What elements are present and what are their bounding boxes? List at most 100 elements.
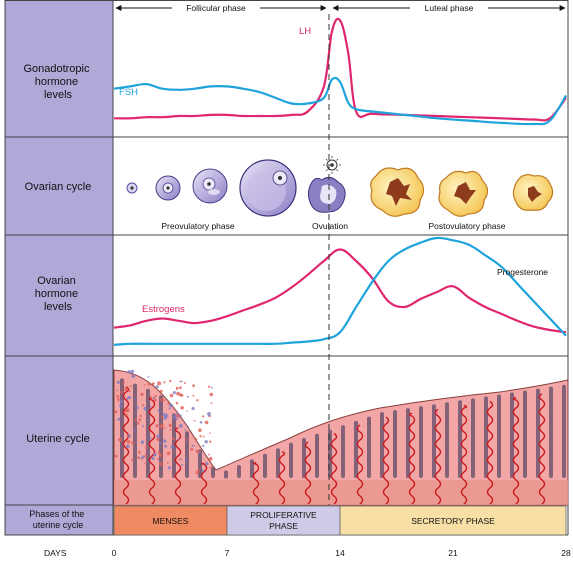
shed-tissue-speck <box>139 415 142 418</box>
shed-tissue-speck <box>114 454 118 458</box>
luteal-phase-label: Luteal phase <box>425 3 474 13</box>
shed-tissue-speck <box>135 406 139 410</box>
shed-tissue-speck <box>202 415 205 418</box>
uterine-gland <box>146 388 150 478</box>
shed-tissue-speck <box>118 437 123 442</box>
shed-tissue-speck <box>209 466 212 469</box>
shed-tissue-speck <box>116 394 120 398</box>
shed-tissue-speck <box>140 392 144 397</box>
spiral-artery <box>148 396 156 505</box>
shed-tissue-speck <box>148 430 151 433</box>
spiral-artery <box>200 462 208 505</box>
uterine-gland <box>302 438 306 478</box>
shed-tissue-speck <box>152 396 156 400</box>
spiral-artery <box>278 450 286 505</box>
shed-tissue-speck <box>131 373 134 376</box>
uterine-phase-bar: MENSES PROLIFERATIVE PHASE SECRETORY PHASE <box>113 505 567 536</box>
shed-tissue-speck <box>198 428 202 433</box>
shed-tissue-speck <box>159 442 162 445</box>
shed-tissue-speck <box>180 406 184 410</box>
shed-tissue-speck <box>180 380 183 383</box>
shed-tissue-speck <box>179 424 183 428</box>
shed-tissue-speck <box>196 399 199 402</box>
shed-tissue-speck <box>187 465 189 468</box>
spiral-artery <box>460 404 468 505</box>
shed-tissue-speck <box>209 392 214 397</box>
shed-tissue-speck <box>166 451 171 456</box>
uterine-gland <box>510 392 514 478</box>
shed-tissue-speck <box>144 462 146 465</box>
shed-tissue-speck <box>158 421 161 424</box>
shed-tissue-speck <box>160 423 164 427</box>
shed-tissue-speck <box>148 436 152 440</box>
shed-tissue-speck <box>177 438 180 441</box>
shed-tissue-speck <box>207 385 211 388</box>
shed-tissue-speck <box>166 462 169 465</box>
shed-tissue-speck <box>158 453 162 456</box>
shed-tissue-speck <box>194 437 198 441</box>
shed-tissue-speck <box>170 445 175 449</box>
shed-tissue-speck <box>172 391 176 395</box>
uterine-gland <box>224 470 228 479</box>
shed-tissue-speck <box>123 381 125 384</box>
shed-tissue-speck <box>197 469 200 472</box>
phase-segment <box>339 505 567 536</box>
shed-tissue-speck <box>128 395 132 400</box>
shed-tissue-speck <box>140 440 145 445</box>
uterine-glands <box>120 378 566 479</box>
shed-tissue-speck <box>157 409 161 412</box>
shed-tissue-speck <box>192 384 196 388</box>
gonadotropic-chart: LH FSH <box>113 17 567 126</box>
spiral-artery <box>538 393 546 505</box>
shed-tissue-speck <box>151 382 155 385</box>
shed-tissue-speck <box>159 398 164 402</box>
corpus-luteum-late <box>512 174 554 211</box>
shed-tissue-speck <box>209 432 211 434</box>
shed-tissue-speck <box>136 421 140 425</box>
corpus-luteum-mid <box>438 170 489 217</box>
day-tick-label: 21 <box>448 548 458 558</box>
shed-tissue-speck <box>129 384 132 388</box>
shed-tissue-speck <box>147 376 150 378</box>
shed-tissue-speck <box>181 463 184 466</box>
row-label-phases: Phases of the uterine cycle <box>29 509 87 530</box>
spiral-artery <box>486 400 494 505</box>
shed-tissue-speck <box>119 404 123 408</box>
shed-tissue-speck <box>117 417 121 421</box>
shed-tissue-speck <box>176 414 180 418</box>
shed-tissue-speck <box>142 425 145 428</box>
shed-tissue-speck <box>179 380 181 383</box>
shed-tissue-speck <box>154 394 157 398</box>
uterine-gland <box>484 396 488 478</box>
shed-tissue-speck <box>149 405 152 408</box>
progesterone-label: Progesterone <box>497 267 548 277</box>
shed-tissue-speck <box>179 386 182 390</box>
shed-tissue-speck <box>168 423 172 427</box>
day-tick-label: 0 <box>112 548 117 558</box>
uterine-gland <box>341 425 345 478</box>
spiral-artery <box>382 416 390 505</box>
secondary-follicle <box>192 168 228 204</box>
phase-segment <box>226 505 341 536</box>
shed-tissue-speck <box>131 458 134 462</box>
uterine-gland <box>549 386 553 478</box>
shed-tissue-speck <box>116 398 120 401</box>
shed-tissue-speck <box>202 444 205 448</box>
shed-tissue-speck <box>143 384 146 386</box>
shed-tissue-speck <box>196 450 200 454</box>
spiral-artery <box>174 426 182 505</box>
shed-tissue-speck <box>204 440 208 444</box>
phase-label: PROLIFERATIVE PHASE <box>250 510 317 531</box>
shed-tissue-speck <box>156 437 160 442</box>
uterine-gland <box>185 431 189 478</box>
day-axis: 0 7 14 21 28 <box>112 548 571 558</box>
uterine-gland <box>354 420 358 478</box>
preovulatory-label: Preovulatory phase <box>161 221 235 231</box>
shed-tissue-speck <box>175 401 179 405</box>
shed-tissue-speck <box>163 439 167 443</box>
shed-tissue-speck <box>210 402 213 404</box>
primordial-follicle <box>126 182 138 194</box>
endometrium-illustration <box>113 369 569 506</box>
spiral-artery <box>330 432 338 505</box>
shed-tissue-speck <box>199 435 202 438</box>
